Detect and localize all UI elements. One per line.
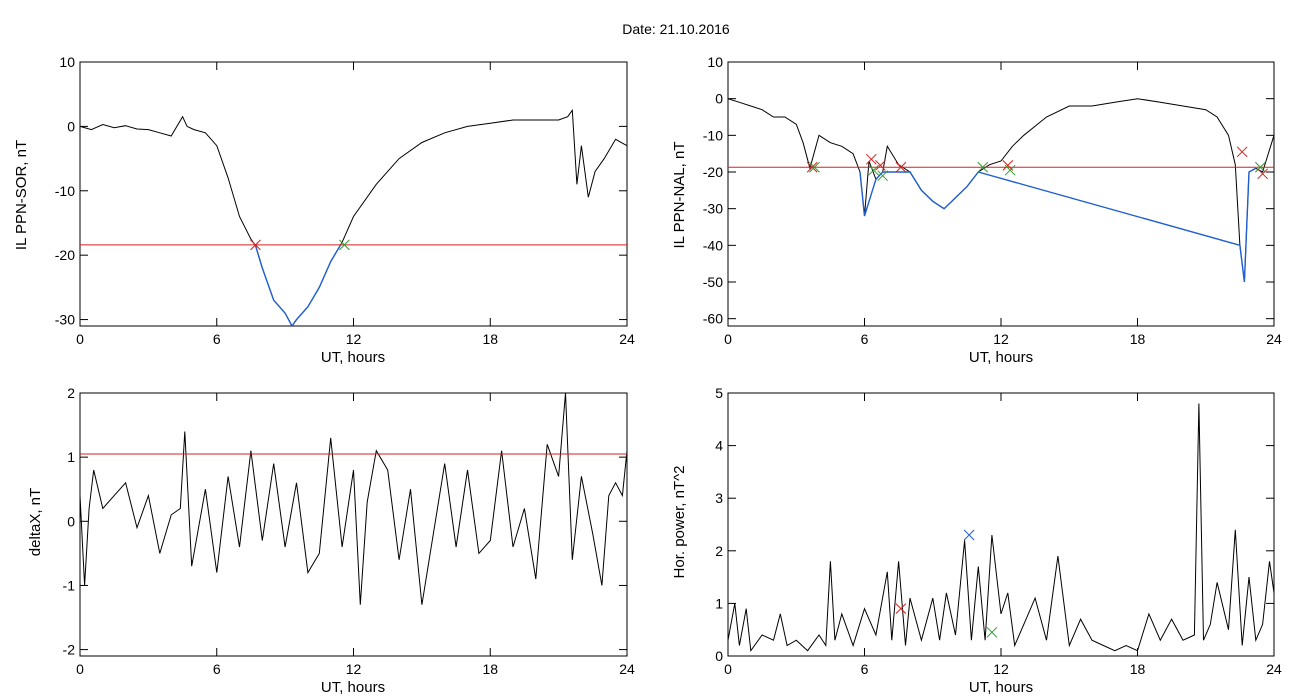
chart-marks xyxy=(80,393,627,605)
marker-start xyxy=(1236,146,1248,158)
chart-marks xyxy=(728,403,1274,653)
figure-title: Date: 21.10.2016 xyxy=(622,21,730,37)
plot-area xyxy=(79,61,628,327)
x-tick-label: 12 xyxy=(346,661,362,677)
plot-frame xyxy=(79,61,628,327)
y-tick-label: -2 xyxy=(63,642,76,658)
marker-green xyxy=(986,626,998,638)
x-tick-label: 24 xyxy=(619,331,635,347)
marker-end xyxy=(809,161,820,173)
series-line xyxy=(80,108,627,326)
plot-area xyxy=(79,392,628,657)
plot-frame xyxy=(79,392,628,657)
y-tick-label: -20 xyxy=(703,164,723,180)
marker-end xyxy=(868,164,879,176)
axis-ticks: 0 6 12 18 24 -30 -20 -10 0 10 xyxy=(55,54,635,347)
y-axis-label: deltaX, nT xyxy=(27,488,44,556)
y-tick-label: -1 xyxy=(63,577,76,593)
y-tick-label: -10 xyxy=(55,183,75,199)
marker-end xyxy=(339,239,350,251)
x-axis-label: UT, hours xyxy=(969,679,1033,696)
panel-il-ppn-sor: 0 6 12 18 24 -30 -20 -10 0 10 UT, hours IL PPN-SO… xyxy=(13,54,635,366)
x-axis-label: UT, hours xyxy=(321,349,385,366)
y-axis-label: IL PPN-NAL, nT xyxy=(671,142,688,249)
y-tick-label: 0 xyxy=(67,118,75,134)
marker-start xyxy=(865,153,877,165)
series-line xyxy=(80,393,627,605)
x-tick-label: 12 xyxy=(993,661,1009,677)
x-axis-label: UT, hours xyxy=(969,349,1033,366)
y-axis-label: IL PPN-SOR, nT xyxy=(13,140,30,250)
y-tick-label: -30 xyxy=(703,201,723,217)
y-tick-label: 2 xyxy=(67,385,75,401)
x-tick-label: 6 xyxy=(861,661,869,677)
highlight-line xyxy=(859,167,1257,283)
y-tick-label: -40 xyxy=(703,237,723,253)
x-tick-label: 18 xyxy=(1130,331,1146,347)
marker-red xyxy=(895,603,907,615)
y-axis-label: Hor. power, nT^2 xyxy=(671,466,688,579)
y-tick-label: 10 xyxy=(707,54,723,70)
x-tick-label: 0 xyxy=(76,661,84,677)
x-tick-label: 0 xyxy=(724,331,732,347)
marker-start xyxy=(895,161,907,173)
x-tick-label: 24 xyxy=(1266,331,1282,347)
y-tick-label: -60 xyxy=(703,311,723,327)
y-tick-label: -50 xyxy=(703,274,723,290)
y-tick-label: 4 xyxy=(715,438,723,454)
marker-end xyxy=(877,170,889,182)
series-line xyxy=(728,403,1274,653)
y-tick-label: 2 xyxy=(715,543,723,559)
highlight-line xyxy=(254,241,343,326)
chart-marks xyxy=(80,108,627,326)
series-line xyxy=(728,98,1274,283)
marker-start xyxy=(250,239,261,251)
plot-area xyxy=(727,392,1275,657)
marker-end xyxy=(977,161,989,173)
x-tick-label: 24 xyxy=(619,661,635,677)
x-tick-label: 6 xyxy=(861,331,869,347)
x-axis-label: UT, hours xyxy=(321,679,385,696)
y-tick-label: 0 xyxy=(715,91,723,107)
y-tick-label: 0 xyxy=(67,513,75,529)
marker-blue xyxy=(963,529,975,541)
y-tick-label: 1 xyxy=(67,449,75,465)
y-tick-label: 3 xyxy=(715,490,723,506)
x-tick-label: 12 xyxy=(993,331,1009,347)
x-tick-label: 12 xyxy=(346,331,362,347)
x-tick-label: 18 xyxy=(1130,661,1146,677)
marker-start xyxy=(875,160,886,171)
x-tick-label: 0 xyxy=(724,661,732,677)
x-tick-label: 18 xyxy=(482,331,498,347)
plot-area xyxy=(727,61,1275,327)
y-tick-label: -10 xyxy=(703,127,723,143)
x-tick-label: 6 xyxy=(213,661,221,677)
marker-start xyxy=(1257,168,1268,180)
marker-end xyxy=(1254,161,1266,173)
plot-frame xyxy=(727,392,1275,657)
chart-marks xyxy=(728,98,1274,283)
y-tick-label: -20 xyxy=(55,247,75,263)
x-tick-label: 6 xyxy=(213,331,221,347)
marker-end xyxy=(1004,164,1016,176)
x-tick-label: 24 xyxy=(1266,661,1282,677)
axis-ticks: 0 6 12 18 24 -60 -50 -40 -30 -20 -10 0 10 xyxy=(703,54,1282,347)
y-tick-label: -30 xyxy=(55,312,75,328)
marker-start xyxy=(806,161,818,173)
plot-frame xyxy=(727,61,1275,327)
x-tick-label: 18 xyxy=(482,661,498,677)
y-tick-label: 1 xyxy=(715,595,723,611)
y-tick-label: 10 xyxy=(59,54,75,70)
x-tick-label: 0 xyxy=(76,331,84,347)
y-tick-label: 0 xyxy=(715,648,723,664)
y-tick-label: 5 xyxy=(715,385,723,401)
